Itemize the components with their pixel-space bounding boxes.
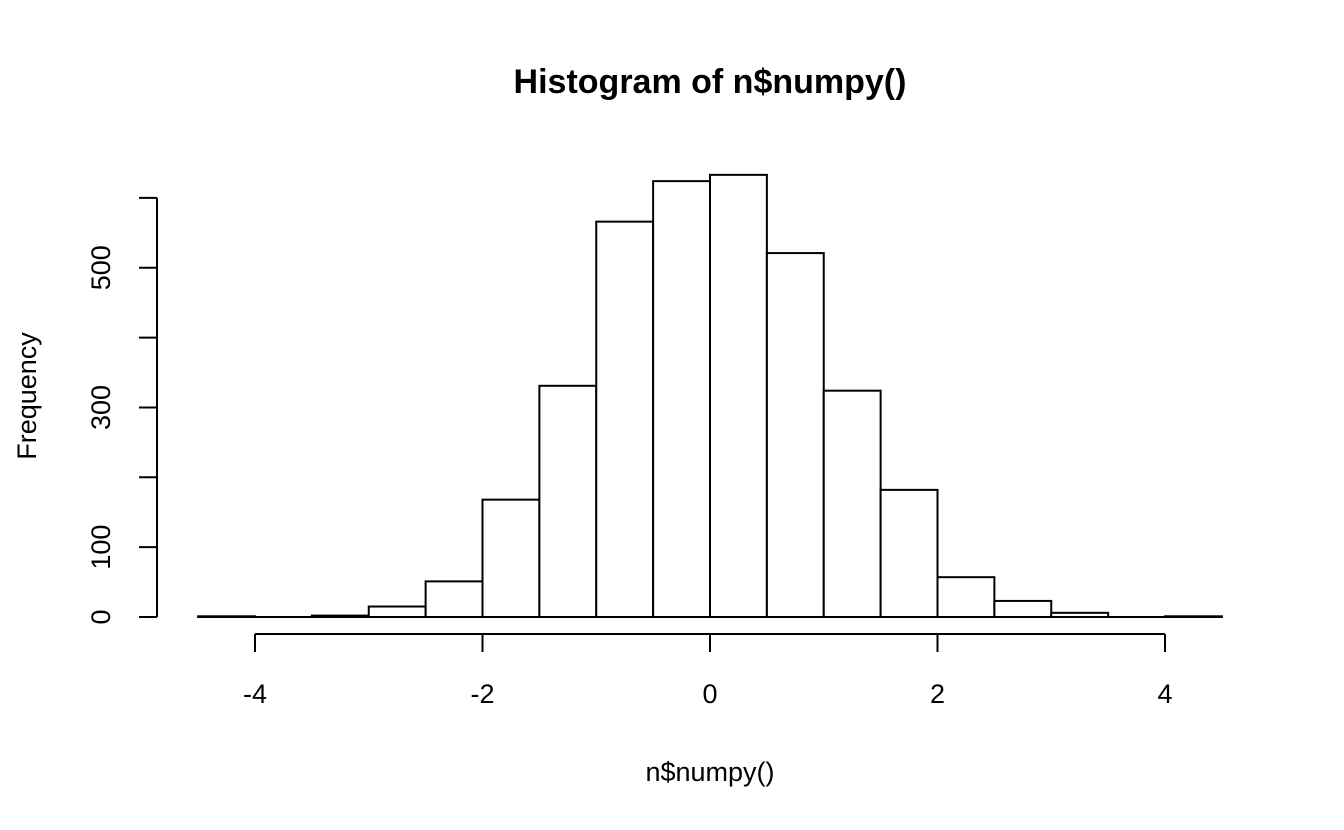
histogram-bar	[424, 580, 484, 619]
histogram-bar	[538, 384, 598, 619]
y-tick-label: 300	[86, 385, 116, 430]
x-tick-label: -2	[470, 679, 494, 709]
histogram-bar	[879, 488, 939, 618]
histogram-bar	[765, 252, 825, 618]
y-axis-label: Frequency	[12, 332, 42, 460]
histogram-bar	[595, 220, 655, 619]
histogram-bar	[1050, 611, 1110, 619]
histogram-bar	[481, 498, 541, 619]
bars-group	[197, 173, 1223, 619]
x-tick-label: 4	[1157, 679, 1172, 709]
histogram-bar	[993, 599, 1053, 619]
x-tick-label: 0	[702, 679, 717, 709]
y-tick-label: 100	[86, 525, 116, 570]
histogram-bar	[310, 614, 370, 619]
histogram-bar	[367, 605, 427, 619]
y-tick-label: 0	[86, 609, 116, 624]
y-tick-label: 500	[86, 245, 116, 290]
x-tick-label: 2	[930, 679, 945, 709]
histogram-bar	[822, 389, 882, 618]
x-axis: -4 -2 0 2 4	[243, 633, 1173, 709]
y-axis: 0 100 300 500	[86, 196, 158, 625]
x-tick-label: -4	[243, 679, 267, 709]
histogram-bar	[709, 173, 768, 619]
histogram-bar	[652, 180, 711, 619]
x-axis-label: n$numpy()	[645, 757, 774, 787]
chart-title: Histogram of n$numpy()	[514, 63, 907, 101]
histogram-bar	[197, 615, 256, 619]
histogram-bar	[1164, 615, 1223, 619]
histogram-bar	[936, 576, 996, 618]
